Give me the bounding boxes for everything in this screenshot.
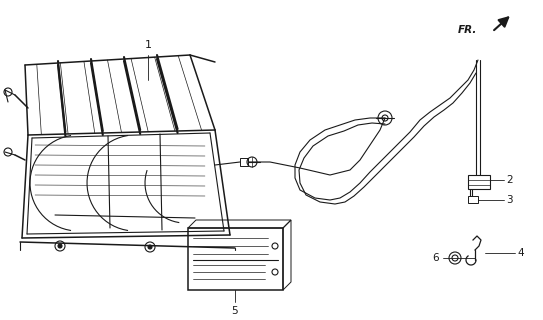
Bar — [188, 228, 283, 290]
Text: 3: 3 — [506, 195, 513, 205]
Text: 6: 6 — [432, 253, 439, 263]
Circle shape — [148, 245, 152, 249]
Bar — [468, 196, 478, 203]
Text: 1: 1 — [144, 40, 151, 50]
Text: 5: 5 — [232, 306, 238, 316]
Bar — [468, 175, 490, 189]
Circle shape — [58, 244, 62, 248]
Text: 4: 4 — [517, 248, 523, 258]
Text: FR.: FR. — [458, 25, 477, 35]
Text: 2: 2 — [506, 175, 513, 185]
